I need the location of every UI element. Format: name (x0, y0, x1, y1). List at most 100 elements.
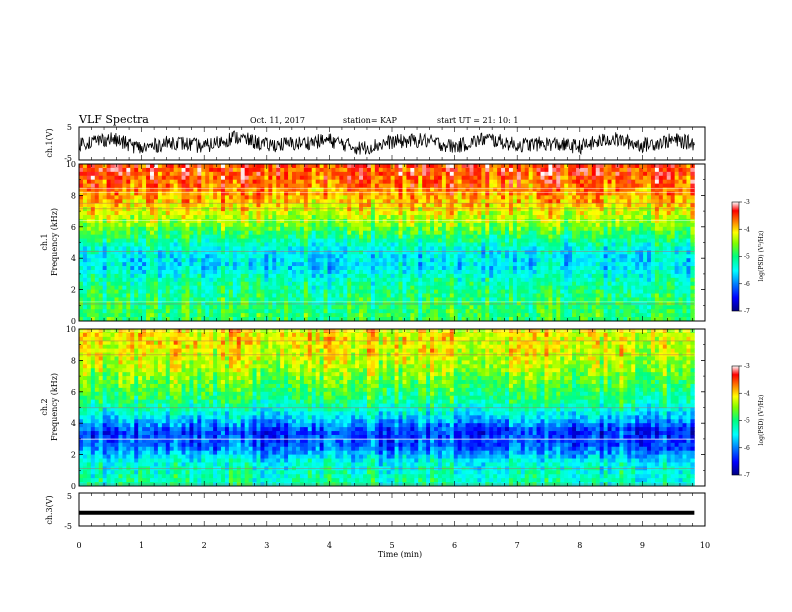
spectrogram-cell (374, 179, 380, 185)
spectrogram-cell (548, 195, 553, 200)
spectrogram-cell (508, 211, 514, 216)
spectrogram-cell (414, 207, 419, 212)
spectrogram-cell (130, 183, 135, 188)
spectrogram-cell (382, 171, 388, 177)
spectrogram-cell (209, 238, 214, 243)
spectrogram-cell (370, 273, 376, 279)
spectrogram-cell (686, 191, 691, 196)
spectrogram-cell (402, 211, 407, 216)
spectrogram-cell (619, 164, 624, 169)
spectrogram-cell (272, 215, 277, 220)
spectrogram-cell (670, 222, 676, 228)
spectrogram-cell (611, 187, 616, 192)
spectrogram-cell (165, 273, 171, 279)
spectrogram-cell (157, 281, 163, 287)
spectrogram-cell (142, 258, 147, 263)
spectrogram-cell (394, 273, 399, 279)
spectrogram-cell (406, 226, 411, 232)
spectrogram-cell (280, 199, 285, 204)
spectrogram-cell (236, 195, 242, 200)
spectrogram-cell (355, 211, 360, 216)
spectrogram-cell (86, 226, 92, 232)
spectrogram-cell (244, 262, 250, 267)
spectrogram-cell (134, 246, 139, 251)
spectrogram-cell (201, 281, 206, 287)
spectrogram-cell (548, 238, 553, 243)
spectrogram-cell (430, 218, 435, 224)
spectrogram-cell (591, 269, 597, 275)
spectrogram-cell (86, 242, 92, 247)
spectrogram-cell (422, 226, 427, 232)
spectrogram-cell (256, 266, 261, 271)
spectrogram-cell (386, 281, 392, 287)
spectrogram-cell (477, 281, 482, 287)
spectrogram-cell (441, 222, 447, 228)
spectrogram-cell (82, 191, 88, 196)
spectrogram-cell (378, 167, 384, 173)
spectrogram-cell (406, 222, 411, 228)
spectrogram-cell (457, 238, 463, 243)
spectrogram-cell (280, 167, 285, 173)
spectrogram-cell (623, 242, 628, 247)
spectrogram-cell (110, 234, 115, 239)
spectrogram-cell (564, 269, 569, 275)
spectrogram-cell (311, 242, 317, 247)
spectrogram-cell (288, 191, 293, 196)
spectrogram-cell (536, 269, 541, 275)
spectrogram-cell (430, 191, 435, 196)
spectrogram-cell (169, 195, 175, 200)
spectrogram-cell (453, 230, 459, 236)
spectrogram-cell (674, 226, 679, 232)
spectrogram-cell (414, 266, 419, 271)
spectrogram-cell (256, 164, 261, 169)
spectrogram-cell (497, 238, 502, 243)
spectrogram-cell (658, 226, 664, 232)
spectrogram-cell (469, 258, 474, 263)
spectrogram-cell (552, 215, 557, 220)
spectrogram-cell (603, 238, 608, 243)
spectrogram-cell (134, 222, 139, 228)
spectrogram-cell (418, 250, 423, 255)
spectrogram-cell (98, 258, 104, 263)
spectrogram-cell (485, 269, 490, 275)
spectrogram-cell (98, 203, 104, 208)
spectrogram-cell (157, 273, 163, 279)
spectrogram-cell (568, 222, 573, 228)
spectrogram-cell (627, 234, 632, 239)
spectrogram-cell (639, 285, 644, 291)
spectrogram-cell (268, 226, 273, 232)
spectrogram-cell (363, 281, 368, 287)
spectrogram-cell (169, 242, 175, 247)
spectrogram-cell (264, 258, 269, 263)
spectrogram-cell (252, 242, 257, 247)
spectrogram-cell (118, 285, 123, 291)
spectrogram-cell (635, 222, 640, 228)
spectrogram-cell (654, 242, 660, 247)
spectrogram-cell (532, 254, 537, 259)
spectrogram-cell (272, 262, 277, 267)
spectrogram-cell (319, 277, 324, 283)
spectrogram-cell (161, 277, 167, 283)
spectrogram-cell (142, 222, 147, 228)
spectrogram-cell (603, 273, 608, 279)
spectrogram-cell (485, 273, 490, 279)
spectrogram-cell (177, 230, 182, 236)
spectrogram-cell (197, 183, 202, 188)
spectrogram-cell (603, 262, 608, 267)
spectrogram-cell (568, 281, 573, 287)
spectrogram-cell (434, 269, 439, 275)
spectrogram-cell (299, 175, 305, 181)
spectrogram-cell (201, 199, 206, 204)
spectrogram-cell (390, 195, 395, 200)
spectrogram-cell (418, 238, 423, 243)
spectrogram-cell (90, 230, 96, 236)
spectrogram-cell (445, 183, 451, 188)
spectrogram-cell (654, 171, 660, 177)
spectrogram-cell (516, 215, 522, 220)
spectrogram-cell (615, 269, 620, 275)
spectrogram-cell (508, 218, 514, 224)
spectrogram-cell (650, 179, 656, 185)
spectrogram-cell (595, 195, 601, 200)
spectrogram-cell (635, 250, 640, 255)
spectrogram-cell (165, 258, 171, 263)
